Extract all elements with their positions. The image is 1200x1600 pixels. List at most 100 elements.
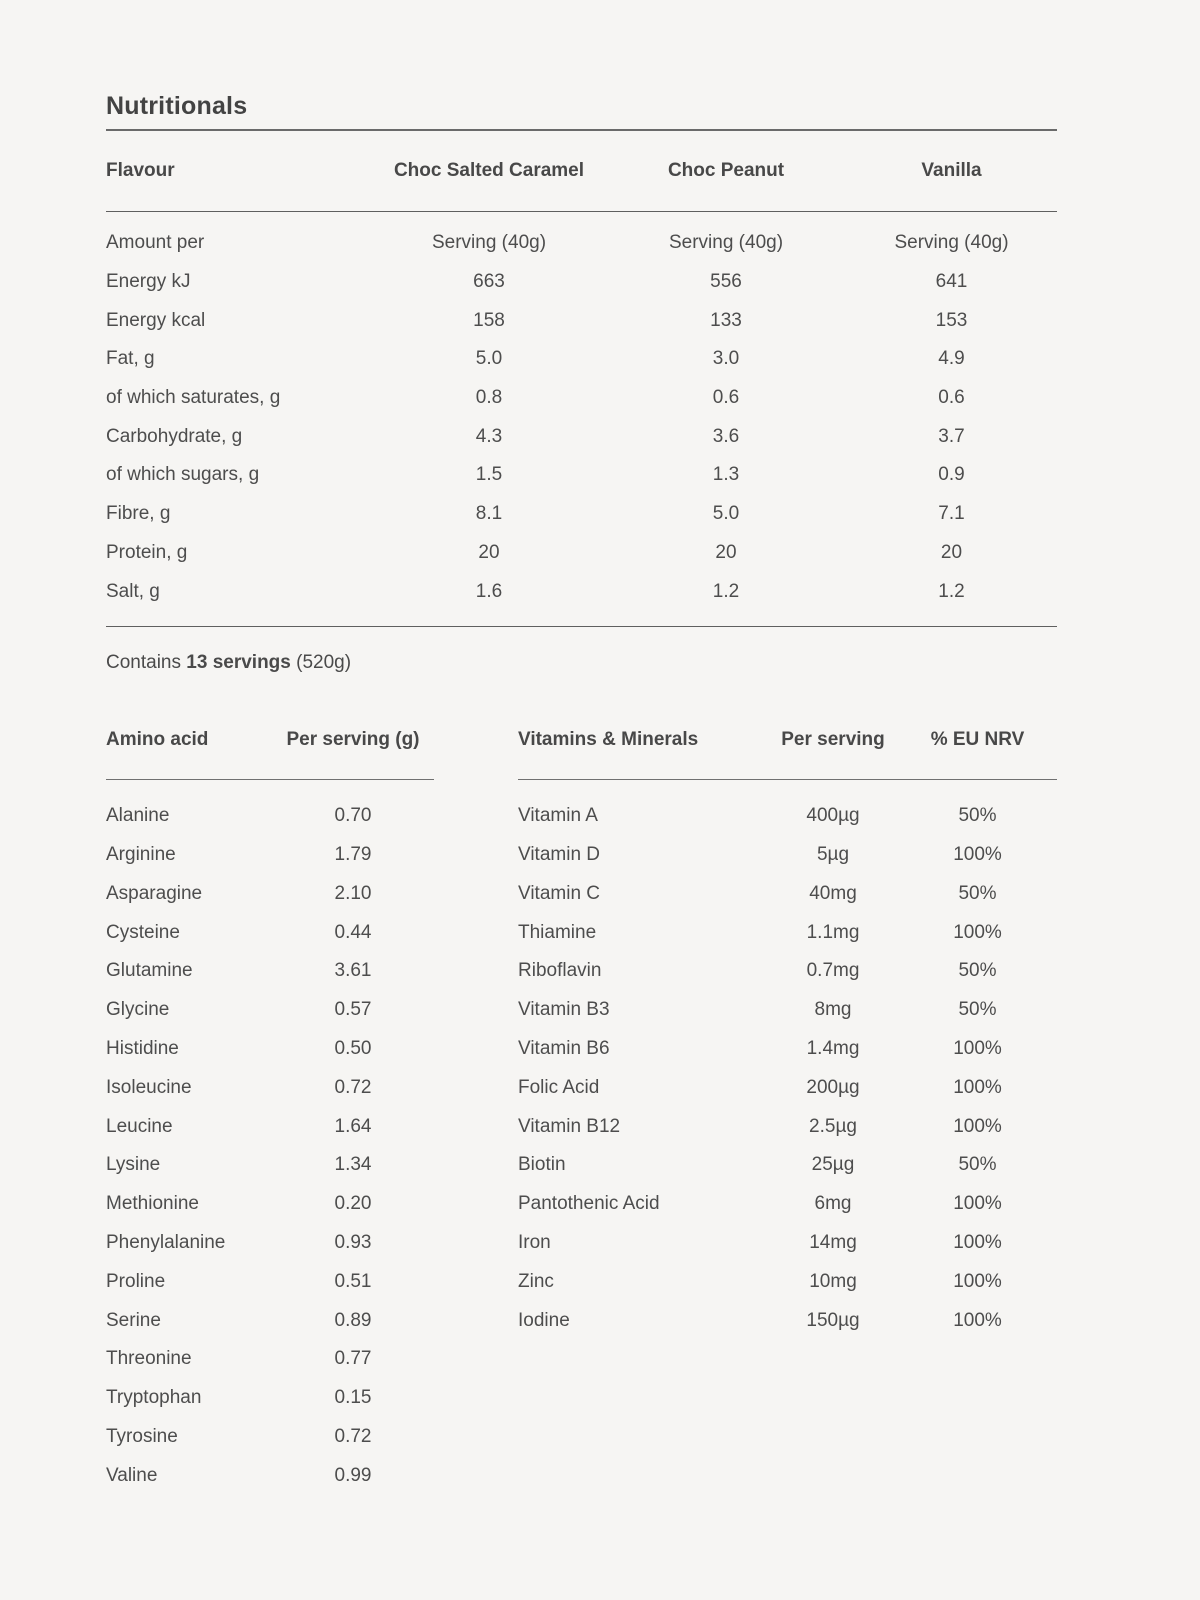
vitamin-name: Iron (518, 1232, 551, 1254)
amino-row: Cysteine 0.44 (106, 913, 434, 952)
vitamin-row: Vitamin B3 8mg 50% (518, 991, 1057, 1030)
row-label: of which sugars, g (106, 464, 260, 486)
amino-row: Tyrosine 0.72 (106, 1418, 434, 1457)
vitamin-nrv-value: 100% (953, 1309, 1002, 1331)
vanilla-value: 0.9 (938, 464, 965, 486)
vitamin-nrv-value: 100% (953, 921, 1002, 943)
vitamin-name: Vitamin B6 (518, 1038, 610, 1060)
table-row: of which sugars, g 1.5 1.3 0.9 (106, 456, 1057, 495)
vitamin-row: Folic Acid 200µg 100% (518, 1068, 1057, 1107)
amino-row: Asparagine 2.10 (106, 874, 434, 913)
amino-per-serving-value: 1.34 (334, 1154, 372, 1176)
amino-per-serving-value: 0.15 (334, 1387, 372, 1409)
vitamin-row: Riboflavin 0.7mg 50% (518, 952, 1057, 991)
vitamin-name: Folic Acid (518, 1076, 600, 1098)
vitamin-nrv-value: 100% (953, 1232, 1002, 1254)
amino-table-body: Alanine 0.70 Arginine 1.79 Asparagine 2.… (106, 780, 434, 1495)
vitamin-nrv-value: 50% (958, 960, 997, 982)
choc-salted-caramel-value: 663 (473, 271, 505, 293)
amino-row: Tryptophan 0.15 (106, 1379, 434, 1418)
vitamin-nrv-value: 50% (958, 999, 997, 1021)
servings-note-prefix: Contains (106, 651, 187, 673)
vitamin-name: Vitamin B3 (518, 999, 610, 1021)
amino-row: Arginine 1.79 (106, 836, 434, 875)
vitamin-row: Iron 14mg 100% (518, 1224, 1057, 1263)
servings-count: 13 servings (186, 651, 291, 673)
amino-row: Glutamine 3.61 (106, 952, 434, 991)
vitamin-nrv-value: 100% (953, 1038, 1002, 1060)
table-row: Fat, g 5.0 3.0 4.9 (106, 340, 1057, 379)
amino-name: Serine (106, 1309, 161, 1331)
vitamin-row: Thiamine 1.1mg 100% (518, 913, 1057, 952)
per-serving-g-column-header: Per serving (g) (286, 728, 420, 750)
vitamin-nrv-value: 100% (953, 1115, 1002, 1137)
choc-peanut-value: 5.0 (712, 503, 740, 525)
nutrition-table: Flavour Choc Salted Caramel Choc Peanut … (106, 131, 1057, 627)
choc-salted-caramel-column-header: Choc Salted Caramel (393, 160, 585, 181)
choc-salted-caramel-value: 20 (478, 541, 500, 563)
amino-row: Serine 0.89 (106, 1301, 434, 1340)
vitamin-per-serving-value: 25µg (811, 1154, 855, 1176)
amino-name: Cysteine (106, 921, 180, 943)
table-row: Amount per Serving (40g) Serving (40g) S… (106, 224, 1057, 263)
per-serving-column-header: Per serving (781, 728, 885, 750)
amino-per-serving-value: 1.79 (334, 844, 372, 866)
amino-per-serving-value: 0.89 (334, 1309, 372, 1331)
amino-per-serving-value: 0.77 (334, 1348, 372, 1370)
vanilla-value: 3.7 (938, 425, 965, 447)
vanilla-value: 7.1 (938, 503, 965, 525)
choc-salted-caramel-value: Serving (40g) (431, 232, 547, 254)
eu-nrv-column-header: % EU NRV (930, 728, 1025, 750)
vitamin-row: Vitamin A 400µg 50% (518, 797, 1057, 836)
vanilla-value: Serving (40g) (894, 232, 1009, 254)
row-label: Carbohydrate, g (106, 425, 243, 447)
choc-peanut-value: 1.2 (712, 580, 740, 602)
vitamin-per-serving-value: 150µg (806, 1309, 860, 1331)
amino-name: Lysine (106, 1154, 161, 1176)
choc-peanut-value: 133 (710, 309, 742, 331)
vitamins-minerals-table: Vitamins & Minerals Per serving % EU NRV… (518, 729, 1057, 1340)
amino-acid-column-header: Amino acid (106, 728, 209, 750)
choc-peanut-value: Serving (40g) (668, 232, 784, 254)
choc-salted-caramel-value: 5.0 (475, 348, 503, 370)
vitamin-name: Vitamin A (518, 805, 598, 827)
vitamin-per-serving-value: 1.1mg (806, 921, 860, 943)
vitamin-name: Vitamin B12 (518, 1115, 621, 1137)
amino-name: Valine (106, 1464, 158, 1486)
amino-name: Glutamine (106, 960, 193, 982)
choc-salted-caramel-value: 158 (473, 309, 505, 331)
choc-peanut-value: 556 (710, 271, 742, 293)
amino-row: Histidine 0.50 (106, 1030, 434, 1069)
amino-per-serving-value: 0.93 (334, 1232, 372, 1254)
row-label: Salt, g (106, 580, 160, 602)
table-row: Fibre, g 8.1 5.0 7.1 (106, 495, 1057, 534)
choc-peanut-value: 3.6 (712, 425, 740, 447)
row-label: Protein, g (106, 541, 188, 563)
vitamin-per-serving-value: 400µg (806, 805, 860, 827)
vanilla-value: 4.9 (938, 348, 965, 370)
amino-header-divider (106, 778, 434, 780)
amino-name: Methionine (106, 1193, 199, 1215)
vitamins-header-divider (518, 778, 1057, 780)
row-label: Energy kJ (106, 271, 191, 293)
vitamin-row: Vitamin B6 1.4mg 100% (518, 1030, 1057, 1069)
choc-salted-caramel-value: 1.5 (475, 464, 503, 486)
amino-per-serving-value: 0.44 (334, 921, 372, 943)
amino-per-serving-value: 2.10 (334, 882, 372, 904)
flavour-column-header: Flavour (106, 160, 175, 181)
amino-row: Phenylalanine 0.93 (106, 1224, 434, 1263)
vitamin-row: Vitamin D 5µg 100% (518, 836, 1057, 875)
amino-name: Tryptophan (106, 1387, 202, 1409)
amino-per-serving-value: 0.51 (334, 1270, 372, 1292)
vitamin-row: Iodine 150µg 100% (518, 1301, 1057, 1340)
amino-name: Glycine (106, 999, 170, 1021)
table-bottom-divider (106, 625, 1057, 627)
row-label: Fat, g (106, 348, 155, 370)
amino-name: Leucine (106, 1115, 173, 1137)
vitamins-minerals-column-header: Vitamins & Minerals (518, 728, 699, 750)
amino-row: Leucine 1.64 (106, 1107, 434, 1146)
table-row: Salt, g 1.6 1.2 1.2 (106, 572, 1057, 611)
vitamins-table-body: Vitamin A 400µg 50% Vitamin D 5µg 100% V… (518, 780, 1057, 1340)
vitamin-per-serving-value: 40mg (809, 882, 857, 904)
vitamin-row: Vitamin C 40mg 50% (518, 874, 1057, 913)
